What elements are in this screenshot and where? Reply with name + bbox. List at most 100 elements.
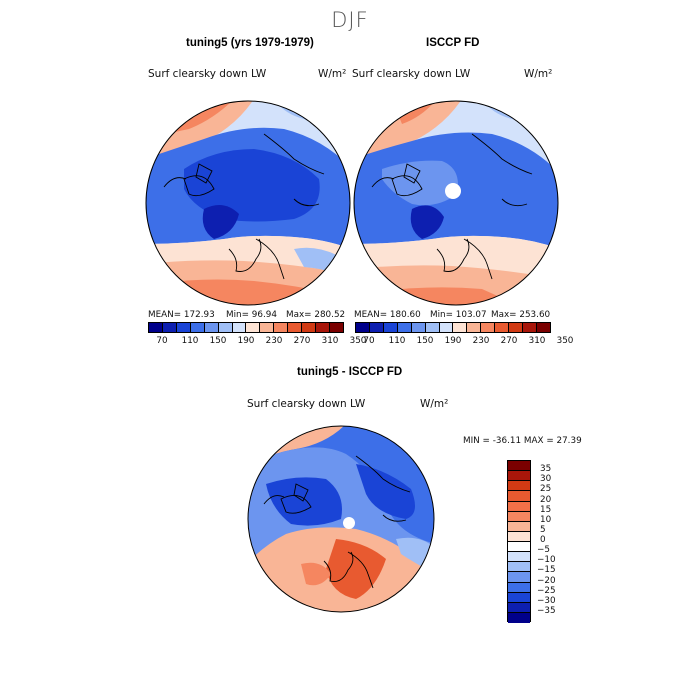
colorbar-swatch	[536, 323, 550, 332]
colorbar-swatch	[508, 552, 530, 563]
colorbar-tick-label: 310	[528, 336, 546, 346]
colorbar-swatch	[397, 323, 412, 332]
colorbar-ticks-diff: 35 30 25 20 15 10 5 0 −5 −10 −15 −20 −25 −30 −35	[537, 460, 567, 622]
colorbar-swatch	[176, 323, 191, 332]
colorbar-obs	[355, 322, 551, 333]
colorbar-tick-label: 310	[321, 336, 339, 346]
season-title: DJF	[331, 8, 369, 32]
colorbar-tick-label: −35	[537, 605, 556, 616]
colorbar-swatch	[411, 323, 426, 332]
colorbar-swatch	[218, 323, 233, 332]
colorbar-tick-label: −30	[537, 595, 556, 606]
colorbar-swatch	[329, 323, 343, 332]
colorbar-swatch	[508, 481, 530, 492]
colorbar-swatch	[260, 323, 275, 332]
colorbar-swatch	[162, 323, 177, 332]
colorbar-swatch	[523, 323, 537, 332]
colorbar-tick-label: 150	[209, 336, 227, 346]
colorbar-tick-label: 30	[540, 474, 552, 485]
colorbar-swatch	[369, 323, 384, 332]
colorbar-tick-label: 10	[540, 514, 552, 525]
colorbar-swatch	[302, 323, 317, 332]
colorbar-swatch	[508, 461, 530, 472]
colorbar-swatch	[149, 323, 163, 332]
polar-map-diff	[247, 425, 435, 613]
polar-map-obs	[353, 100, 559, 306]
colorbar-swatch	[425, 323, 440, 332]
colorbar-tick-label: 270	[293, 336, 311, 346]
colorbar-swatch	[232, 323, 247, 332]
stats-max-obs: Max= 253.60	[491, 310, 551, 320]
colorbar-swatch	[508, 542, 530, 553]
colorbar-tick-label: 110	[181, 336, 199, 346]
colorbar-swatch	[204, 323, 219, 332]
colorbar-swatch	[495, 323, 510, 332]
colorbar-swatch	[508, 471, 530, 482]
colorbar-swatch	[508, 491, 530, 502]
field-label-model: Surf clearsky down LW	[148, 68, 267, 80]
colorbar-swatch	[190, 323, 205, 332]
colorbar-swatch	[467, 323, 482, 332]
colorbar-tick-label: 70	[363, 336, 375, 346]
panel-title-diff: tuning5 - ISCCP FD	[297, 366, 403, 378]
stats-min-model: Min= 96.94	[226, 310, 277, 320]
colorbar-swatch	[508, 501, 530, 512]
colorbar-swatch	[508, 602, 530, 613]
panel-title-obs: ISCCP FD	[426, 37, 480, 49]
colorbar-swatch	[274, 323, 289, 332]
colorbar-tick-label: 20	[540, 494, 552, 505]
colorbar-tick-label: 190	[444, 336, 462, 346]
colorbar-tick-label: 230	[472, 336, 490, 346]
stats-max-model: Max= 280.52	[286, 310, 346, 320]
colorbar-tick-label: −20	[537, 575, 556, 586]
colorbar-tick-label: 270	[500, 336, 518, 346]
colorbar-swatch	[508, 582, 530, 593]
colorbar-tick-label: 70	[156, 336, 168, 346]
colorbar-tick-label: 350	[556, 336, 574, 346]
units-label-model: W/m²	[318, 68, 347, 80]
panel-title-model: tuning5 (yrs 1979-1979)	[186, 37, 314, 49]
field-label-diff: Surf clearsky down LW	[247, 398, 366, 410]
colorbar-swatch	[508, 592, 530, 603]
colorbar-tick-label: −15	[537, 565, 556, 576]
stats-min-obs: Min= 103.07	[430, 310, 487, 320]
colorbar-ticks-obs: 70 110 150 190 230 270 310 350	[355, 336, 573, 348]
colorbar-swatch	[508, 521, 530, 532]
colorbar-swatch	[453, 323, 468, 332]
colorbar-tick-label: 230	[265, 336, 283, 346]
colorbar-swatch	[439, 323, 454, 332]
colorbar-swatch	[481, 323, 496, 332]
colorbar-swatch	[508, 531, 530, 542]
colorbar-tick-label: −5	[537, 545, 550, 556]
colorbar-swatch	[509, 323, 524, 332]
colorbar-tick-label: 35	[540, 464, 552, 475]
units-label-diff: W/m²	[420, 398, 449, 410]
stats-mean-model: MEAN= 172.93	[148, 310, 215, 320]
units-label-obs: W/m²	[524, 68, 553, 80]
stats-mean-obs: MEAN= 180.60	[354, 310, 421, 320]
colorbar-swatch	[383, 323, 398, 332]
colorbar-tick-label: 15	[540, 504, 552, 515]
colorbar-swatch	[288, 323, 303, 332]
colorbar-ticks-model: 70 110 150 190 230 270 310 350	[148, 336, 366, 348]
colorbar-tick-label: 350	[349, 336, 367, 346]
colorbar-swatch	[246, 323, 261, 332]
colorbar-tick-label: 5	[540, 524, 546, 535]
colorbar-swatch	[508, 572, 530, 583]
colorbar-swatch	[508, 511, 530, 522]
colorbar-tick-label: 110	[388, 336, 406, 346]
field-label-obs: Surf clearsky down LW	[352, 68, 471, 80]
colorbar-swatch	[316, 323, 330, 332]
polar-map-model	[145, 100, 351, 306]
colorbar-model	[148, 322, 344, 333]
colorbar-tick-label: 150	[416, 336, 434, 346]
colorbar-tick-label: −10	[537, 555, 556, 566]
colorbar-swatch	[508, 612, 530, 623]
colorbar-tick-label: 25	[540, 484, 552, 495]
colorbar-swatch	[356, 323, 370, 332]
colorbar-tick-label: 190	[237, 336, 255, 346]
colorbar-diff	[507, 460, 531, 623]
colorbar-swatch	[508, 562, 530, 573]
diff-minmax: MIN = -36.11 MAX = 27.39	[463, 436, 582, 446]
colorbar-tick-label: 0	[540, 535, 546, 545]
